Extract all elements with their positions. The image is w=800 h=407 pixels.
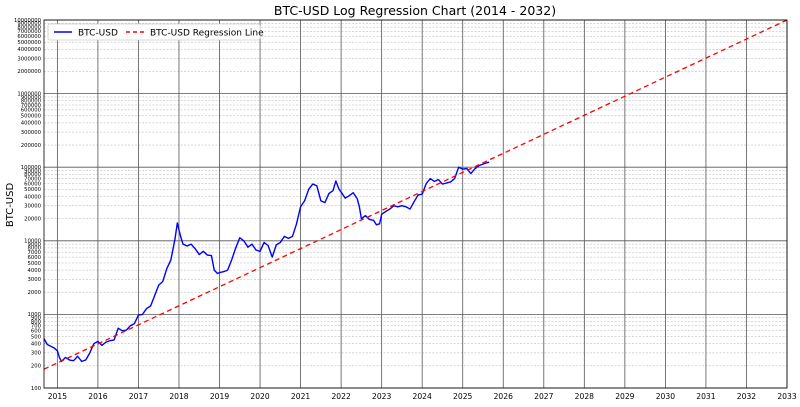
y-tick-label: 6000 xyxy=(28,255,42,261)
y-tick-label: 10000 xyxy=(24,239,41,245)
y-tick-label: 30000 xyxy=(24,203,41,209)
y-tick-label: 9000 xyxy=(28,242,42,248)
x-tick-label: 2028 xyxy=(575,392,594,401)
x-tick-label: 2019 xyxy=(210,392,229,401)
y-tick-label: 50000 xyxy=(24,187,41,193)
y-tick-label: 5000 xyxy=(28,261,42,267)
y-tick-label: 90000 xyxy=(24,168,41,174)
y-tick-label: 300000 xyxy=(21,130,42,136)
legend-label-regression-line: BTC-USD Regression Line xyxy=(150,29,264,39)
y-tick-label: 8000000 xyxy=(17,25,41,31)
y-tick-label: 200 xyxy=(31,364,42,370)
y-tick-label: 4000 xyxy=(28,268,42,274)
series-line-btc-usd xyxy=(43,161,490,363)
plot-area xyxy=(43,19,788,370)
y-tick-label: 2000 xyxy=(28,290,42,296)
y-tick-label: 40000 xyxy=(24,194,41,200)
y-tick-label: 400000 xyxy=(21,121,42,127)
y-tick-label: 800 xyxy=(31,319,42,325)
x-tick-label: 2033 xyxy=(777,392,796,401)
y-tick-label: 500 xyxy=(31,334,42,340)
legend-label-btc-usd: BTC-USD xyxy=(78,29,118,39)
y-tick-label: 600 xyxy=(31,329,42,335)
y-tick-label: 7000 xyxy=(28,250,42,256)
y-tick-label: 20000 xyxy=(24,216,41,222)
x-tick-label: 2025 xyxy=(453,392,472,401)
y-tick-label: 700000 xyxy=(21,103,42,109)
x-tick-label: 2031 xyxy=(696,392,715,401)
series-line-regression xyxy=(43,19,788,370)
y-tick-label: 6000000 xyxy=(17,34,41,40)
x-tick-label: 2030 xyxy=(656,392,675,401)
y-tick-label: 1000000 xyxy=(17,91,41,97)
x-tick-label: 2016 xyxy=(88,392,107,401)
y-tick-label: 9000000 xyxy=(17,21,41,27)
chart-title: BTC-USD Log Regression Chart (2014 - 203… xyxy=(274,3,556,18)
x-tick-labels: 2015 2016 2017 2018 2019 2020 2021 2022 2023 2024… xyxy=(48,392,797,401)
y-tick-label: 700 xyxy=(31,324,42,330)
y-tick-label: 900000 xyxy=(21,95,42,101)
x-tick-label: 2029 xyxy=(615,392,634,401)
y-tick-label: 5000000 xyxy=(17,40,41,46)
x-tick-label: 2020 xyxy=(250,392,269,401)
y-tick-label: 800000 xyxy=(21,99,42,105)
x-tick-label: 2027 xyxy=(534,392,553,401)
y-tick-label: 200000 xyxy=(21,143,42,149)
y-tick-label: 7000000 xyxy=(17,29,41,35)
y-tick-label: 10000000 xyxy=(14,18,42,24)
x-tick-label: 2023 xyxy=(372,392,391,401)
y-axis-label: BTC-USD xyxy=(5,183,16,228)
y-tick-label: 500000 xyxy=(21,114,42,120)
y-tick-label: 600000 xyxy=(21,108,42,114)
y-tick-label: 80000 xyxy=(24,172,41,178)
y-tick-label: 4000000 xyxy=(17,47,41,53)
y-tick-label: 60000 xyxy=(24,181,41,187)
grid-lines xyxy=(44,19,788,389)
plot-frame xyxy=(43,19,788,389)
x-tick-label: 2018 xyxy=(169,392,188,401)
y-tick-label: 1000 xyxy=(28,312,42,318)
y-tick-label: 100000 xyxy=(21,165,42,171)
x-tick-label: 2017 xyxy=(129,392,148,401)
y-tick-label: 900 xyxy=(31,316,42,322)
y-tick-label: 400 xyxy=(31,341,42,347)
x-tick-label: 2024 xyxy=(413,392,432,401)
x-tick-label: 2022 xyxy=(331,392,350,401)
y-tick-label: 100 xyxy=(31,386,42,392)
y-tick-label: 300 xyxy=(31,351,42,357)
legend-box xyxy=(47,23,261,41)
x-tick-label: 2021 xyxy=(291,392,310,401)
y-tick-label: 70000 xyxy=(24,176,41,182)
legend: BTC-USD BTC-USD Regression Line xyxy=(47,23,264,41)
y-tick-label: 3000 xyxy=(28,277,42,283)
x-tick-label: 2026 xyxy=(494,392,513,401)
y-tick-label: 2000000 xyxy=(17,69,41,75)
y-tick-label: 3000000 xyxy=(17,56,41,62)
x-tick-label: 2032 xyxy=(737,392,756,401)
x-tick-label: 2015 xyxy=(48,392,67,401)
y-tick-label: 8000 xyxy=(28,246,42,252)
